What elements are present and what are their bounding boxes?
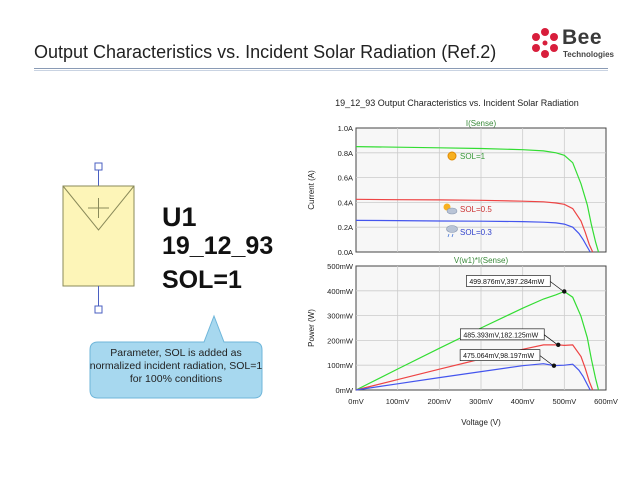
annotation-pointer-3 [539, 355, 553, 365]
power-panel: 0mW 100mW 200mW 300mW 400mW 500mW V(w1)*I(Sen… [307, 256, 607, 395]
component-model: 19_12_93 [162, 232, 274, 260]
annotation-point-2 [556, 342, 561, 348]
power-y-tick-label: 400mW [327, 287, 354, 296]
chart-title: 19_12_93 Output Characteristics vs. Inci… [335, 98, 579, 108]
power-y-tick-label: 100mW [327, 361, 354, 370]
title-divider-shadow [34, 70, 608, 71]
component-reference: U1 [162, 202, 197, 232]
current-series [355, 146, 600, 253]
current-panel-header: I(Sense) [466, 119, 497, 128]
legend-sol03-label: SOL=0.3 [460, 228, 492, 237]
power-y-tick-label: 300mW [327, 312, 354, 321]
x-tick-label: 500mV [552, 397, 576, 406]
callout-line-3: for 100% conditions [129, 373, 223, 385]
current-series-line-1 [355, 146, 600, 253]
annotation-pointer-1 [550, 281, 563, 291]
power-series-line-1 [355, 290, 600, 391]
power-y-axis-label: Power (W) [307, 309, 316, 347]
current-y-tick-label: 0.2A [338, 223, 353, 232]
annotation-box-2 [459, 328, 545, 341]
x-tick-label: 200mV [427, 397, 451, 406]
annotation-label-2: 485.393mV,182.125mW [463, 332, 538, 339]
power-y-ticks: 0mW 100mW 200mW 300mW 400mW 500mW [327, 262, 354, 395]
annotation-point-3 [551, 363, 557, 368]
x-tick-label: 600mV [594, 397, 618, 406]
annotation-box-3 [459, 349, 541, 361]
current-y-tick-label: 1.0A [338, 124, 353, 133]
legend-sol03: SOL=0.3 [446, 225, 492, 238]
legend-sol05-label: SOL=0.5 [460, 205, 492, 214]
legend-sol1-label: SOL=1 [460, 152, 486, 161]
annotation-box-1 [466, 275, 551, 287]
title-divider [34, 68, 608, 69]
power-y-tick-label: 200mW [327, 336, 354, 345]
x-tick-label: 400mV [511, 397, 535, 406]
rain-cloud-icon [446, 225, 458, 233]
legend-sol1: SOL=1 [447, 151, 486, 161]
current-series-line-2 [355, 198, 594, 253]
annotation-point-1 [562, 289, 567, 294]
annotation-label-1: 499.876mV,397.284mW [469, 279, 544, 286]
annotation-pointer-2 [544, 334, 557, 345]
current-y-ticks: 0.0A 0.2A 0.4A 0.6A 0.8A 1.0A [338, 124, 353, 257]
callout-line-2: normalized incident radiation, SOL=1 [89, 360, 263, 372]
x-tick-label: 300mV [469, 397, 493, 406]
sun-icon [447, 151, 457, 161]
current-y-tick-label: 0.4A [338, 198, 353, 207]
power-y-tick-label: 500mW [327, 262, 354, 271]
current-gridlines [356, 128, 606, 252]
legend-sol05: SOL=0.5 [443, 203, 492, 215]
callout-line-1: Parameter, SOL is added as [110, 347, 242, 359]
parameter-callout [89, 314, 263, 399]
x-tick-label: 100mV [386, 397, 410, 406]
current-y-axis-label: Current (A) [307, 170, 316, 210]
current-series-line-3 [355, 219, 591, 253]
current-y-tick-label: 0.6A [338, 174, 353, 183]
current-panel: 0.0A 0.2A 0.4A 0.6A 0.8A 1.0A I(Sense) Curren… [307, 119, 607, 257]
company-logo: Bee Technologies [528, 26, 628, 62]
current-y-tick-label: 0.0A [338, 248, 353, 257]
logo-subtitle: Technologies [563, 50, 614, 59]
current-y-tick-label: 0.8A [338, 149, 353, 158]
x-axis-label: Voltage (V) [461, 418, 501, 427]
power-panel-header: V(w1)*I(Sense) [454, 256, 509, 265]
annotation-label-3: 475.064mV,98.197mW [463, 353, 534, 360]
symbol-pin-top [94, 162, 103, 171]
symbol-diode-outline [62, 185, 135, 231]
partly-cloudy-cloud-icon [446, 207, 458, 215]
callout-text: Parameter, SOL is added as normalized in… [88, 347, 264, 386]
component-parameter: SOL=1 [162, 266, 242, 294]
output-characteristics-chart: 19_12_93 Output Characteristics vs. Inci… [307, 98, 618, 427]
bee-logo-icon [532, 28, 558, 58]
slide-title: Output Characteristics vs. Incident Sola… [34, 42, 497, 62]
solar-cell-symbol [62, 162, 135, 314]
power-annotations: 499.876mV,397.284mW 485.393mV,182.125mW 47… [459, 275, 567, 368]
symbol-pin-bottom [94, 305, 103, 314]
power-y-tick-label: 0mW [336, 386, 354, 395]
x-ticks: 0mV 100mV 200mV 300mV 400mV 500mV 600mV [348, 397, 618, 406]
logo-word: Bee [562, 26, 603, 49]
x-tick-label: 0mV [348, 397, 363, 406]
